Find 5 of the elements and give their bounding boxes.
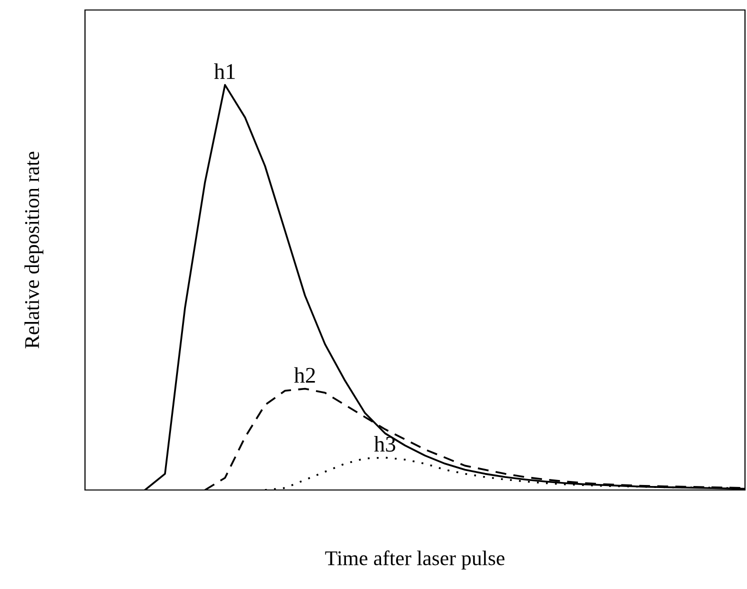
series-label: h1 <box>214 63 235 79</box>
y-axis-title: Relative deposition rate <box>24 152 44 348</box>
x-axis-title: Time after laser pulse <box>325 550 504 570</box>
series-label: h3 <box>374 436 396 452</box>
series-label: h2 <box>294 367 315 383</box>
